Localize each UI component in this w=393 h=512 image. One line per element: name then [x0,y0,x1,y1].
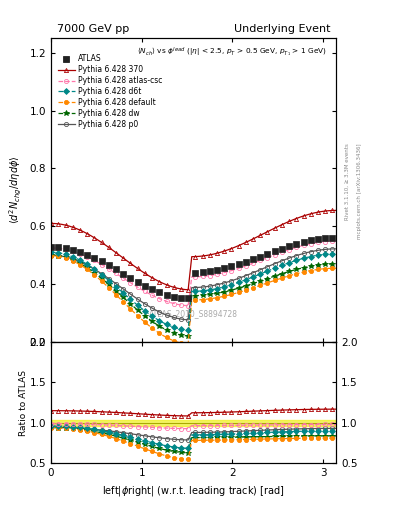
Text: ATLAS_2010_S8894728: ATLAS_2010_S8894728 [149,309,238,317]
Text: mcplots.cern.ch [arXiv:1306.3436]: mcplots.cern.ch [arXiv:1306.3436] [357,143,362,239]
Text: Rivet 3.1.10, ≥ 3.3M events: Rivet 3.1.10, ≥ 3.3M events [345,143,350,220]
Y-axis label: $\langle d^2 N_{chg}/d\eta d\phi \rangle$: $\langle d^2 N_{chg}/d\eta d\phi \rangle… [8,156,24,224]
Text: $\langle N_{ch}\rangle$ vs $\phi^{lead}$ (|$\eta$| < 2.5, $p_T$ > 0.5 GeV, $p_{T: $\langle N_{ch}\rangle$ vs $\phi^{lead}$… [137,46,327,59]
Bar [51,420,336,426]
X-axis label: left|$\phi$right| (w.r.t. leading track) [rad]: left|$\phi$right| (w.r.t. leading track)… [102,484,285,498]
Y-axis label: Ratio to ATLAS: Ratio to ATLAS [19,370,28,436]
Legend: ATLAS, Pythia 6.428 370, Pythia 6.428 atlas-csc, Pythia 6.428 d6t, Pythia 6.428 : ATLAS, Pythia 6.428 370, Pythia 6.428 at… [58,54,162,129]
Text: 7000 GeV pp: 7000 GeV pp [57,24,129,34]
Text: Underlying Event: Underlying Event [234,24,330,34]
